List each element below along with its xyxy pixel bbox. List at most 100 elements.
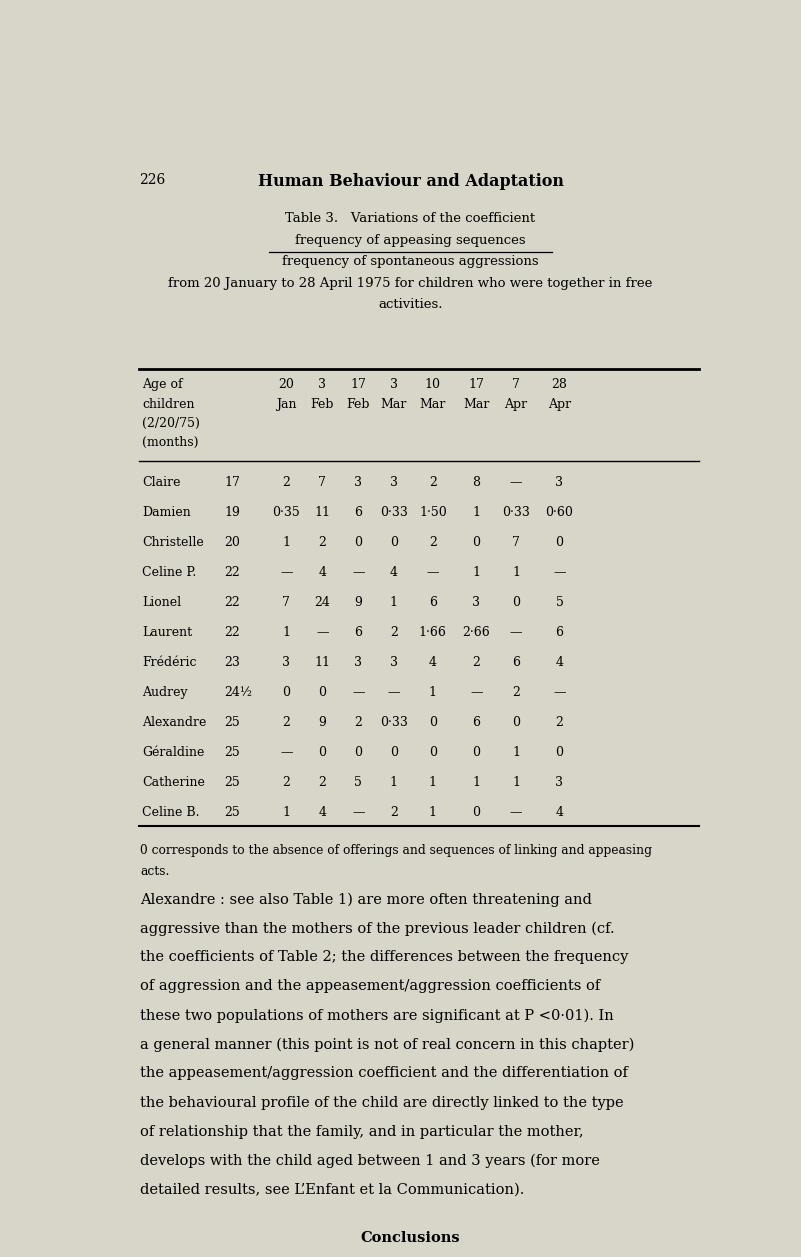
Text: 11: 11: [314, 507, 330, 519]
Text: acts.: acts.: [140, 865, 170, 879]
Text: Catherine: Catherine: [143, 776, 205, 789]
Text: 17: 17: [350, 378, 366, 391]
Text: —: —: [352, 806, 364, 820]
Text: 2: 2: [473, 656, 481, 669]
Text: 226: 226: [139, 173, 166, 187]
Text: 1: 1: [390, 596, 398, 610]
Text: 0·33: 0·33: [502, 507, 530, 519]
Text: children: children: [143, 397, 195, 411]
Text: Alexandre: Alexandre: [143, 716, 207, 729]
Text: 3: 3: [390, 476, 398, 489]
Text: 4: 4: [429, 656, 437, 669]
Text: 3: 3: [354, 656, 362, 669]
Text: —: —: [509, 806, 522, 820]
Text: Celine B.: Celine B.: [143, 806, 199, 820]
Text: the behavioural profile of the child are directly linked to the type: the behavioural profile of the child are…: [140, 1096, 624, 1110]
Text: 10: 10: [425, 378, 441, 391]
Text: 1: 1: [473, 507, 481, 519]
Text: 1·66: 1·66: [419, 626, 447, 639]
Text: —: —: [388, 686, 400, 699]
Text: Feb: Feb: [347, 397, 370, 411]
Text: 3: 3: [556, 476, 563, 489]
Text: 0: 0: [512, 596, 520, 610]
Text: 4: 4: [318, 806, 326, 820]
Text: 6: 6: [429, 596, 437, 610]
Text: 20: 20: [279, 378, 294, 391]
Text: 2: 2: [429, 535, 437, 549]
Text: Alexandre : see also Table 1) are more often threatening and: Alexandre : see also Table 1) are more o…: [140, 892, 593, 906]
Text: a general manner (this point is not of real concern in this chapter): a general manner (this point is not of r…: [140, 1037, 635, 1052]
Text: 1: 1: [512, 566, 520, 579]
Text: develops with the child aged between 1 and 3 years (for more: develops with the child aged between 1 a…: [140, 1154, 601, 1168]
Text: Mar: Mar: [380, 397, 407, 411]
Text: 0: 0: [318, 686, 326, 699]
Text: 24½: 24½: [224, 686, 252, 699]
Text: 0·33: 0·33: [380, 507, 408, 519]
Text: 5: 5: [556, 596, 563, 610]
Text: Géraldine: Géraldine: [143, 747, 205, 759]
Text: Jan: Jan: [276, 397, 296, 411]
Text: frequency of spontaneous aggressions: frequency of spontaneous aggressions: [282, 255, 539, 269]
Text: —: —: [470, 686, 482, 699]
Text: —: —: [352, 686, 364, 699]
Text: 3: 3: [390, 378, 398, 391]
Text: Table 3.   Variations of the coefficient: Table 3. Variations of the coefficient: [285, 212, 536, 225]
Text: 0: 0: [429, 747, 437, 759]
Text: 0 corresponds to the absence of offerings and sequences of linking and appeasing: 0 corresponds to the absence of offering…: [140, 843, 653, 857]
Text: 2: 2: [283, 776, 290, 789]
Text: 1: 1: [473, 776, 481, 789]
Text: 2: 2: [390, 626, 397, 639]
Text: —: —: [553, 686, 566, 699]
Text: 3: 3: [354, 476, 362, 489]
Text: 0: 0: [473, 806, 481, 820]
Text: 7: 7: [512, 535, 520, 549]
Text: from 20 January to 28 April 1975 for children who were together in free: from 20 January to 28 April 1975 for chi…: [168, 277, 653, 289]
Text: 1: 1: [473, 566, 481, 579]
Text: activities.: activities.: [378, 298, 443, 310]
Text: 25: 25: [224, 716, 240, 729]
Text: Damien: Damien: [143, 507, 191, 519]
Text: 0: 0: [512, 716, 520, 729]
Text: 4: 4: [390, 566, 398, 579]
Text: 6: 6: [354, 507, 362, 519]
Text: 1: 1: [512, 747, 520, 759]
Text: 11: 11: [314, 656, 330, 669]
Text: of aggression and the appeasement/aggression coefficients of: of aggression and the appeasement/aggres…: [140, 979, 601, 993]
Text: Laurent: Laurent: [143, 626, 192, 639]
Text: 22: 22: [224, 626, 240, 639]
Text: 0: 0: [390, 535, 398, 549]
Text: Celine P.: Celine P.: [143, 566, 196, 579]
Text: 25: 25: [224, 806, 240, 820]
Text: 9: 9: [354, 596, 362, 610]
Text: 4: 4: [556, 806, 563, 820]
Text: 1: 1: [283, 535, 290, 549]
Text: detailed results, see L’Enfant et la Communication).: detailed results, see L’Enfant et la Com…: [140, 1183, 525, 1197]
Text: 2: 2: [319, 535, 326, 549]
Text: 17: 17: [469, 378, 485, 391]
Text: 23: 23: [224, 656, 240, 669]
Text: 0·35: 0·35: [272, 507, 300, 519]
Text: 3: 3: [283, 656, 290, 669]
Text: 1: 1: [429, 686, 437, 699]
Text: (2/20/75): (2/20/75): [143, 417, 200, 430]
Text: 28: 28: [552, 378, 567, 391]
Text: 0·60: 0·60: [545, 507, 574, 519]
Text: —: —: [352, 566, 364, 579]
Text: 1: 1: [512, 776, 520, 789]
Text: aggressive than the mothers of the previous leader children (cf.: aggressive than the mothers of the previ…: [140, 921, 615, 935]
Text: the coefficients of Table 2; the differences between the frequency: the coefficients of Table 2; the differe…: [140, 950, 629, 964]
Text: 7: 7: [283, 596, 290, 610]
Text: Frédéric: Frédéric: [143, 656, 197, 669]
Text: 0: 0: [473, 535, 481, 549]
Text: the appeasement/aggression coefficient and the differentiation of: the appeasement/aggression coefficient a…: [140, 1066, 628, 1081]
Text: Christelle: Christelle: [143, 535, 204, 549]
Text: 3: 3: [556, 776, 563, 789]
Text: 17: 17: [224, 476, 240, 489]
Text: 0: 0: [354, 535, 362, 549]
Text: Lionel: Lionel: [143, 596, 182, 610]
Text: of relationship that the family, and in particular the mother,: of relationship that the family, and in …: [140, 1125, 584, 1139]
Text: 4: 4: [318, 566, 326, 579]
Text: 1·50: 1·50: [419, 507, 447, 519]
Text: 1: 1: [429, 806, 437, 820]
Text: these two populations of mothers are significant at P <0·01). In: these two populations of mothers are sig…: [140, 1008, 614, 1023]
